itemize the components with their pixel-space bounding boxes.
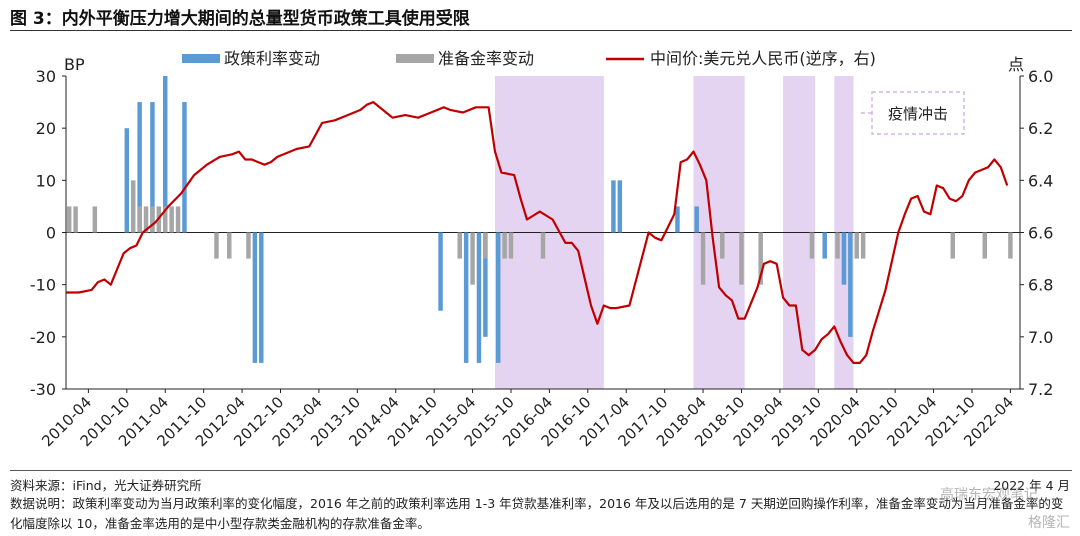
policy-rate-bar bbox=[483, 232, 488, 337]
policy-rate-bar bbox=[259, 232, 264, 363]
policy-rate-bar bbox=[841, 232, 847, 285]
annotation-box bbox=[871, 91, 965, 135]
footer-rule bbox=[10, 470, 1072, 471]
data-notes: 数据说明：政策利率变动为当月政策利率的变化幅度，2016 年之前的政策利率选用 … bbox=[10, 496, 1064, 531]
rrr-bar bbox=[502, 232, 507, 259]
rrr-bar bbox=[137, 206, 142, 233]
rrr-bar bbox=[854, 232, 859, 259]
source-note: 资料来源：iFind，光大证券研究所 bbox=[10, 478, 202, 493]
rrr-bar bbox=[540, 232, 546, 259]
right-tick-label: 6.0 bbox=[1028, 67, 1053, 86]
policy-rate-bar bbox=[182, 102, 187, 233]
left-tick-label: 0 bbox=[46, 224, 56, 243]
policy-rate-bar bbox=[137, 102, 142, 233]
rrr-bar bbox=[143, 206, 149, 233]
rrr-bar bbox=[1008, 232, 1013, 259]
left-tick-label: 30 bbox=[36, 67, 56, 86]
chart: 30 20 10 0 -10 -20 -30 6.0 6.2 6.4 6.6 6.8 7.0 7.2 BP 点… bbox=[30, 49, 1054, 450]
right-tick-label: 6.6 bbox=[1028, 224, 1053, 243]
right-axis-unit: 点 bbox=[1008, 55, 1024, 74]
rrr-bar bbox=[457, 232, 463, 259]
rrr-bar bbox=[758, 232, 763, 285]
legend-policy-swatch bbox=[182, 54, 220, 63]
title-rule bbox=[10, 30, 1072, 31]
rrr-bar bbox=[92, 206, 98, 233]
left-tick-label: 20 bbox=[36, 119, 56, 138]
policy-rate-bar bbox=[438, 232, 443, 311]
legend-rrr-swatch bbox=[396, 54, 434, 63]
rrr-bar bbox=[66, 206, 72, 233]
policy-rate-bar bbox=[822, 232, 827, 259]
annotation-label: 疫情冲击 bbox=[888, 105, 948, 123]
policy-rate-bar bbox=[675, 206, 680, 233]
rrr-bar bbox=[483, 232, 488, 259]
rrr-bar bbox=[700, 232, 706, 285]
rrr-bar bbox=[860, 232, 866, 259]
rrr-bar bbox=[835, 232, 840, 259]
right-tick-label: 7.2 bbox=[1028, 380, 1053, 399]
rrr-bar bbox=[950, 232, 956, 259]
legend-policy-label: 政策利率变动 bbox=[224, 49, 320, 68]
left-axis-unit: BP bbox=[64, 55, 85, 74]
rrr-bar bbox=[73, 206, 78, 233]
left-tick-label: 10 bbox=[36, 171, 56, 190]
rrr-bar bbox=[470, 232, 475, 285]
policy-rate-bar bbox=[617, 180, 623, 233]
rrr-bar bbox=[150, 206, 155, 233]
rrr-bar bbox=[227, 232, 232, 259]
rrr-bar bbox=[130, 180, 136, 233]
left-tick-label: -30 bbox=[30, 380, 56, 399]
date-note: 2022 年 4 月 bbox=[993, 478, 1070, 493]
right-tick-label: 6.4 bbox=[1028, 171, 1053, 190]
rrr-bar bbox=[175, 206, 181, 233]
left-tick-label: -10 bbox=[30, 276, 56, 295]
rrr-bar bbox=[163, 206, 168, 233]
right-tick-label: 6.8 bbox=[1028, 276, 1053, 295]
rrr-bar bbox=[169, 206, 174, 233]
policy-rate-bar bbox=[694, 206, 699, 233]
rrr-bar bbox=[720, 232, 725, 259]
policy-rate-bar bbox=[150, 102, 155, 233]
rrr-bar bbox=[214, 232, 219, 259]
policy-rate-bar bbox=[463, 232, 469, 363]
rrr-bar bbox=[982, 232, 988, 259]
policy-rate-bar bbox=[476, 232, 482, 363]
policy-rate-bar bbox=[848, 232, 853, 337]
legend-rrr-label: 准备金率变动 bbox=[438, 49, 534, 68]
rrr-bar bbox=[246, 232, 251, 259]
chart-title: 图 3：内外平衡压力增大期间的总量型货币政策工具使用受限 bbox=[10, 9, 470, 29]
policy-rate-bar bbox=[252, 232, 258, 363]
right-tick-label: 7.0 bbox=[1028, 328, 1053, 347]
right-tick-label: 6.2 bbox=[1028, 119, 1053, 138]
policy-rate-bar bbox=[611, 180, 616, 233]
rrr-bar bbox=[739, 232, 744, 285]
policy-rate-bar bbox=[163, 76, 168, 233]
policy-rate-bar bbox=[495, 232, 501, 363]
watermark: 高瑞东宏观笔记 bbox=[940, 487, 1038, 503]
left-tick-label: -20 bbox=[30, 328, 56, 347]
watermark-2: 格隆汇 bbox=[1028, 515, 1070, 531]
rrr-bar bbox=[809, 232, 815, 259]
legend-fx-label: 中间价:美元兑人民币(逆序，右) bbox=[650, 49, 876, 68]
policy-rate-bar bbox=[124, 128, 130, 233]
fx-line bbox=[66, 100, 1009, 364]
rrr-bar bbox=[508, 232, 514, 259]
